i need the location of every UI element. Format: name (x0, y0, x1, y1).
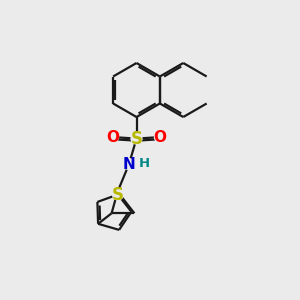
Circle shape (139, 158, 150, 169)
Text: O: O (106, 130, 120, 145)
Text: S: S (112, 185, 124, 203)
Text: H: H (139, 157, 150, 170)
Text: S: S (130, 130, 142, 148)
Text: N: N (123, 157, 135, 172)
Circle shape (112, 189, 123, 200)
Circle shape (124, 159, 134, 170)
Circle shape (108, 132, 118, 142)
Text: O: O (153, 130, 167, 145)
Circle shape (131, 133, 142, 144)
Circle shape (154, 132, 165, 142)
